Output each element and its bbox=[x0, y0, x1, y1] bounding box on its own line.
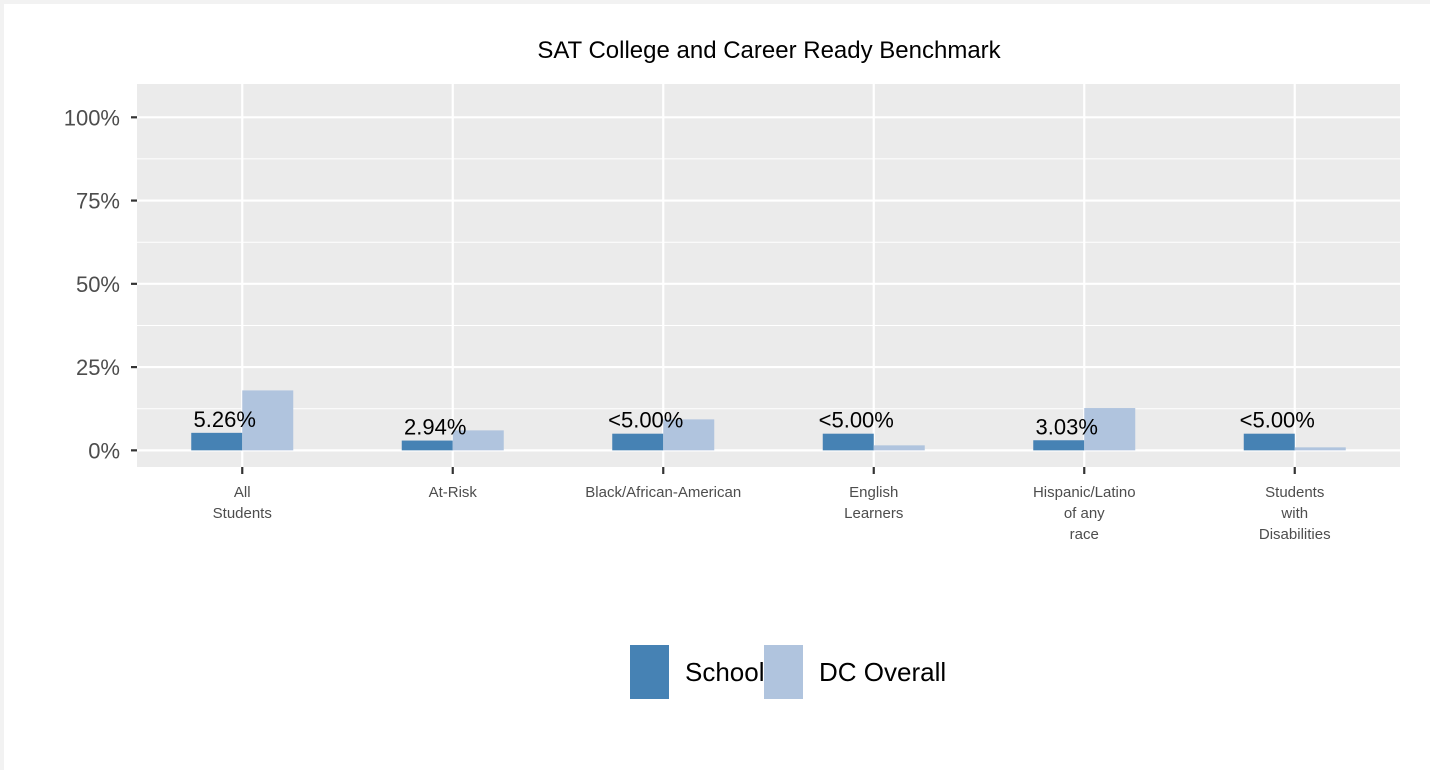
grid-lines bbox=[137, 84, 1400, 467]
x-tick-label: Hispanic/Latino of any race bbox=[1033, 484, 1136, 543]
data-label: 5.26% bbox=[194, 407, 256, 432]
y-tick-label: 75% bbox=[76, 189, 120, 214]
bar-school bbox=[1033, 440, 1085, 451]
y-tick-label: 50% bbox=[76, 272, 120, 297]
y-axis: 0% 25% 50% 75% 100% bbox=[64, 105, 137, 463]
bar-dc-overall bbox=[1294, 447, 1346, 451]
data-label: <5.00% bbox=[608, 408, 683, 433]
legend-label: DC Overall bbox=[819, 657, 946, 687]
x-tick-label: Students with Disabilities bbox=[1259, 484, 1331, 543]
bar-school bbox=[822, 433, 874, 451]
bar-dc-overall bbox=[663, 419, 715, 451]
y-tick-label: 0% bbox=[88, 438, 120, 463]
data-label: 2.94% bbox=[404, 415, 466, 440]
bar-school bbox=[1243, 433, 1295, 451]
legend: School DC Overall bbox=[630, 645, 946, 699]
bars bbox=[191, 390, 1346, 451]
y-tick-label: 25% bbox=[76, 355, 120, 380]
data-labels: 5.26% 2.94% <5.00% <5.00% 3.03% <5.00% bbox=[194, 407, 1315, 440]
bar-dc-overall bbox=[1084, 408, 1136, 451]
data-label: <5.00% bbox=[1240, 408, 1315, 433]
x-tick-label: At-Risk bbox=[429, 484, 478, 501]
legend-swatch bbox=[764, 645, 803, 699]
x-tick-label: English Learners bbox=[844, 484, 903, 522]
bar-school bbox=[612, 433, 664, 451]
data-label: 3.03% bbox=[1036, 414, 1098, 439]
x-axis: All Students At-Risk Black/African-American… bbox=[213, 467, 1331, 543]
plot-panel bbox=[137, 84, 1400, 467]
y-tick-label: 100% bbox=[64, 105, 120, 130]
chart-title: SAT College and Career Ready Benchmark bbox=[537, 37, 1001, 64]
legend-swatch bbox=[630, 645, 669, 699]
x-tick-label: Black/African-American bbox=[585, 484, 741, 501]
bar-school bbox=[401, 440, 453, 451]
bar-dc-overall bbox=[873, 445, 925, 451]
bar-school bbox=[191, 432, 243, 451]
legend-label: School bbox=[685, 657, 765, 687]
data-label: <5.00% bbox=[819, 408, 894, 433]
bar-dc-overall bbox=[452, 430, 504, 451]
bar-dc-overall bbox=[242, 390, 294, 451]
x-tick-label: All Students bbox=[213, 484, 272, 522]
